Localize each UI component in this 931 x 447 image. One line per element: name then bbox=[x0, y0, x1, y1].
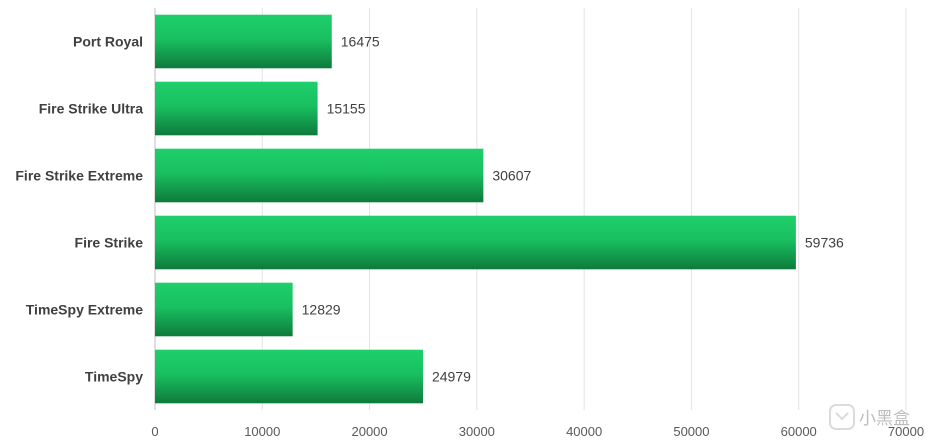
bar-timespy-extreme bbox=[155, 282, 293, 337]
value-label: 12829 bbox=[302, 302, 341, 318]
category-label: TimeSpy bbox=[85, 369, 143, 385]
value-label: 15155 bbox=[327, 101, 366, 117]
bar-timespy bbox=[155, 349, 423, 404]
x-tick-label: 70000 bbox=[888, 424, 924, 439]
gridlines bbox=[154, 8, 907, 410]
category-label: Fire Strike Ultra bbox=[39, 101, 143, 117]
x-tick-label: 50000 bbox=[673, 424, 709, 439]
x-tick-label: 0 bbox=[151, 424, 158, 439]
value-label: 30607 bbox=[492, 168, 531, 184]
bar-fire-strike-extreme bbox=[155, 148, 484, 203]
bar-fire-strike-ultra bbox=[155, 81, 318, 136]
x-tick-label: 10000 bbox=[244, 424, 280, 439]
x-tick-label: 60000 bbox=[781, 424, 817, 439]
x-tick-label: 30000 bbox=[459, 424, 495, 439]
value-label: 16475 bbox=[341, 34, 380, 50]
category-label: TimeSpy Extreme bbox=[26, 302, 143, 318]
bar-fire-strike bbox=[155, 215, 796, 270]
watermark-logo-icon: 小黑盒 bbox=[829, 404, 910, 430]
bar-port-royal bbox=[155, 14, 332, 69]
value-label: 59736 bbox=[805, 235, 844, 251]
labels: 0 10000 20000 30000 40000 50000 60000 70000 Port… bbox=[15, 34, 924, 440]
category-label: Port Royal bbox=[73, 34, 143, 50]
value-label: 24979 bbox=[432, 369, 471, 385]
bars bbox=[155, 14, 796, 404]
x-tick-label: 40000 bbox=[566, 424, 602, 439]
category-label: Fire Strike Extreme bbox=[15, 168, 143, 184]
x-tick-label: 20000 bbox=[351, 424, 387, 439]
watermark-text: 小黑盒 bbox=[859, 409, 910, 429]
category-label: Fire Strike bbox=[75, 235, 144, 251]
